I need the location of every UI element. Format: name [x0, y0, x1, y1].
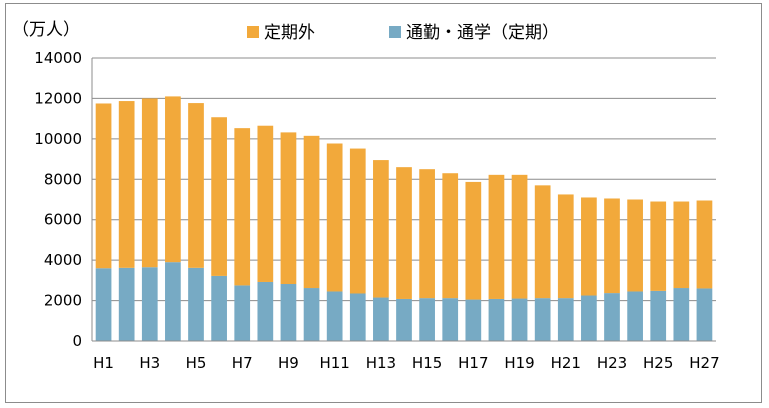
x-tick-label: H27 — [689, 354, 719, 372]
bar-non-commuter-H20 — [534, 185, 551, 299]
bar-non-commuter-H25 — [650, 201, 667, 291]
bar-non-commuter-H12 — [349, 148, 366, 294]
bar-commuter-H26 — [673, 288, 690, 341]
y-tick-label: 12000 — [34, 89, 82, 107]
bar-commuter-H21 — [557, 298, 574, 341]
x-tick-label: H5 — [186, 354, 207, 372]
bar-commuter-H12 — [349, 293, 366, 341]
bar-non-commuter-H2 — [118, 101, 135, 268]
legend-swatch — [389, 26, 401, 38]
y-tick-label: 0 — [72, 332, 82, 350]
x-tick-label: H25 — [643, 354, 673, 372]
x-tick-label: H3 — [139, 354, 160, 372]
bar-non-commuter-H19 — [511, 174, 528, 299]
y-tick-label: 2000 — [44, 292, 82, 310]
bar-commuter-H3 — [141, 267, 158, 341]
bar-non-commuter-H23 — [604, 198, 620, 294]
bar-non-commuter-H6 — [211, 117, 227, 276]
bar-commuter-H13 — [373, 297, 389, 341]
y-tick-label: 8000 — [44, 170, 82, 188]
x-tick-label: H19 — [504, 354, 534, 372]
x-tick-label: H1 — [93, 354, 114, 372]
legend-label: 定期外 — [264, 23, 315, 43]
bar-commuter-H15 — [419, 298, 435, 341]
bar-non-commuter-H11 — [326, 143, 343, 292]
bar-non-commuter-H14 — [396, 167, 412, 299]
bar-commuter-H8 — [257, 281, 274, 341]
y-unit-label: （万人） — [12, 20, 80, 40]
x-tick-label: H21 — [551, 354, 581, 372]
bar-commuter-H10 — [303, 288, 320, 341]
bar-commuter-H16 — [442, 298, 459, 341]
bar-commuter-H1 — [95, 268, 112, 341]
bar-commuter-H20 — [534, 298, 551, 341]
legend: 定期外 通勤・通学（定期） — [247, 23, 559, 43]
x-tick-label: H11 — [319, 354, 349, 372]
bar-non-commuter-H9 — [280, 132, 297, 284]
x-tick-label: H23 — [597, 354, 627, 372]
bar-commuter-H7 — [234, 285, 251, 341]
bar-commuter-H14 — [396, 298, 412, 341]
x-axis-ticks: H1 H3 H5 H7 H9 H11 H13 H15 H17 H19 H21 H23 H25 H27 — [93, 354, 719, 372]
bar-commuter-H24 — [627, 291, 643, 341]
bar-commuter-H2 — [118, 267, 135, 341]
bar-commuter-H11 — [326, 291, 343, 341]
y-tick-label: 4000 — [44, 251, 82, 269]
bar-non-commuter-H5 — [188, 103, 204, 268]
x-tick-label: H13 — [366, 354, 396, 372]
x-tick-label: H7 — [232, 354, 253, 372]
y-tick-label: 10000 — [34, 130, 82, 148]
legend-label: 通勤・通学（定期） — [406, 23, 559, 43]
bar-commuter-H22 — [581, 295, 597, 341]
bar-non-commuter-H3 — [141, 98, 158, 268]
bar-non-commuter-H8 — [257, 125, 274, 282]
bar-commuter-H19 — [511, 298, 528, 341]
x-tick-label: H17 — [458, 354, 488, 372]
bar-non-commuter-H1 — [95, 103, 112, 269]
bar-commuter-H25 — [650, 290, 667, 341]
bar-non-commuter-H27 — [696, 200, 713, 289]
bar-non-commuter-H17 — [465, 181, 482, 300]
bar-commuter-H5 — [188, 267, 204, 341]
bar-non-commuter-H18 — [488, 174, 505, 299]
bar-non-commuter-H22 — [581, 197, 597, 296]
bar-commuter-H9 — [280, 283, 297, 341]
x-tick-label: H9 — [278, 354, 299, 372]
legend-swatch — [247, 26, 259, 38]
y-tick-label: 14000 — [34, 49, 82, 67]
bar-commuter-H18 — [488, 298, 505, 341]
bar-non-commuter-H26 — [673, 201, 690, 289]
x-tick-label: H15 — [412, 354, 442, 372]
bar-non-commuter-H13 — [373, 160, 389, 298]
bar-non-commuter-H16 — [442, 173, 459, 299]
bar-commuter-H23 — [604, 293, 620, 341]
bar-non-commuter-H21 — [557, 194, 574, 299]
bar-non-commuter-H7 — [234, 128, 251, 286]
bars — [95, 96, 713, 341]
bar-commuter-H4 — [165, 262, 181, 341]
bar-non-commuter-H4 — [165, 96, 181, 263]
bar-non-commuter-H15 — [419, 169, 435, 299]
bar-commuter-H17 — [465, 299, 482, 341]
bar-commuter-H27 — [696, 288, 713, 341]
y-axis-ticks: 0 2000 4000 6000 8000 10000 12000 14000 — [34, 49, 82, 350]
bar-commuter-H6 — [211, 275, 227, 341]
bar-non-commuter-H24 — [627, 199, 643, 292]
bar-non-commuter-H10 — [303, 135, 320, 289]
y-tick-label: 6000 — [44, 211, 82, 229]
